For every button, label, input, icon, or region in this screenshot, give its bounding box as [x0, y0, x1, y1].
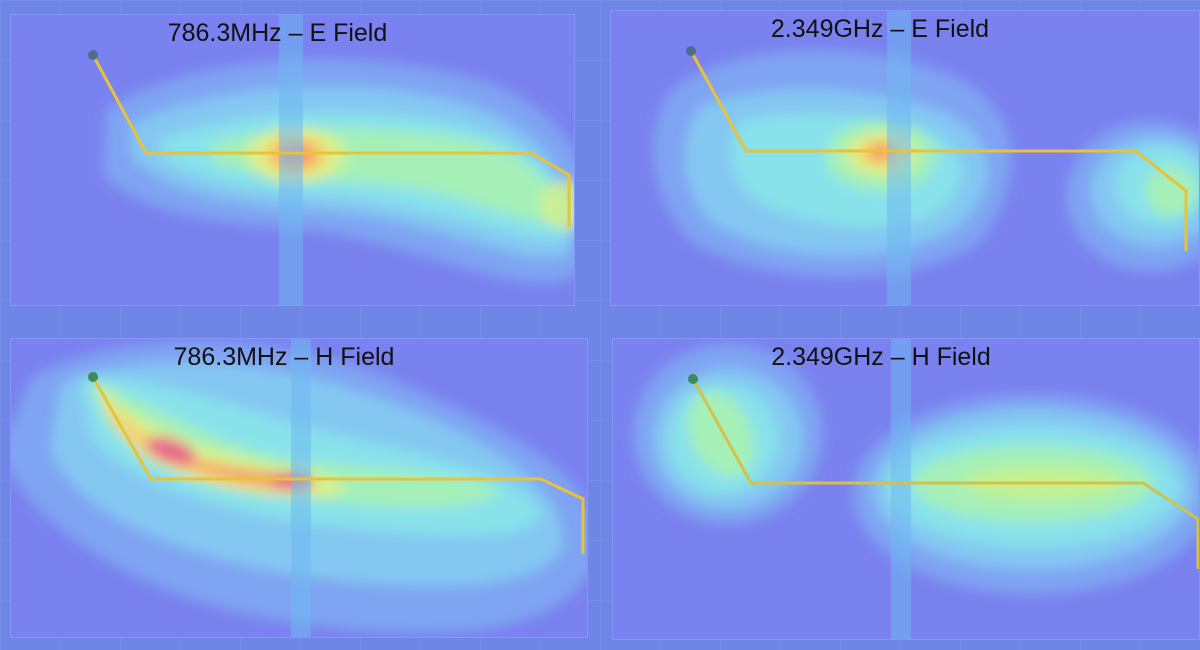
field-heatmap: [88, 15, 574, 305]
antenna-trace: [88, 372, 585, 554]
panel-e-field-786mhz: 786.3MHz – E Field: [10, 14, 575, 306]
antenna-trace: [686, 46, 1188, 251]
field-heatmap: [653, 11, 1199, 305]
field-contours: [103, 59, 574, 283]
component-strip: [279, 15, 303, 305]
component-strip: [887, 11, 911, 305]
antenna-trace: [688, 374, 1199, 569]
panel-h-field-786mhz: 786.3MHz – H Field: [10, 338, 588, 638]
component-strip: [891, 339, 911, 639]
panel-h-field-2349ghz: 2.349GHz – H Field: [612, 338, 1200, 640]
field-contours: [653, 50, 1199, 277]
component-strip: [291, 339, 311, 637]
field-contours: [633, 344, 1199, 594]
field-heatmap: [633, 339, 1199, 639]
panel-e-field-2349ghz: 2.349GHz – E Field: [610, 10, 1200, 306]
antenna-trace: [88, 50, 571, 227]
field-heatmap: [11, 339, 587, 637]
